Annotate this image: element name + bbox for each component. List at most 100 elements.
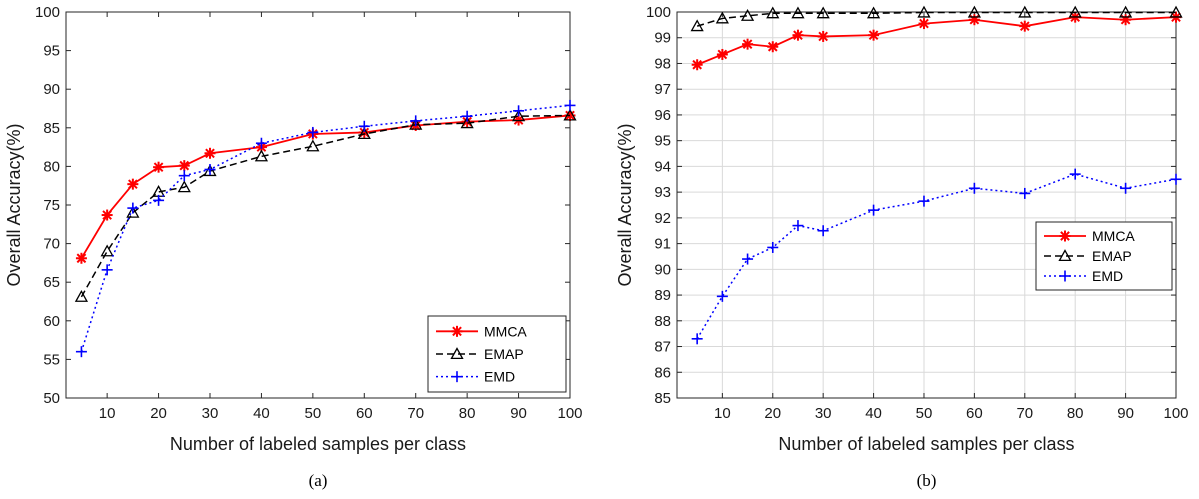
- legend: MMCA EMAP EMD: [427, 315, 567, 393]
- legend-label-emap: EMAP: [484, 346, 524, 362]
- y-tick-label: 86: [654, 364, 671, 381]
- legend-label-emd: EMD: [484, 369, 515, 385]
- series-emd: [75, 99, 576, 358]
- x-tick-label: 100: [557, 405, 582, 422]
- series-line-mmca: [696, 16, 1177, 66]
- y-tick-label: 89: [654, 287, 671, 304]
- y-tick-label: 90: [654, 261, 671, 278]
- y-tick-label: 95: [43, 43, 60, 60]
- data-point-mmca: [742, 38, 754, 50]
- y-axis-label: Overall Accuracy(%): [615, 123, 635, 286]
- legend-label-emd: EMD: [1092, 268, 1123, 284]
- data-point-emd: [918, 195, 930, 207]
- data-point-emap: [409, 117, 423, 130]
- x-tick-label: 30: [815, 405, 832, 422]
- data-point-emd: [1019, 187, 1031, 199]
- legend-label-emap: EMAP: [1092, 248, 1132, 264]
- data-point-emd: [742, 253, 754, 265]
- y-tick-label: 55: [43, 351, 60, 368]
- data-point-mmca: [75, 252, 87, 264]
- data-point-emd: [513, 105, 525, 117]
- y-tick-label: 91: [654, 236, 671, 253]
- x-tick-label: 40: [865, 405, 882, 422]
- grid: [677, 11, 1177, 399]
- subfigure-caption: (a): [309, 471, 328, 490]
- data-point-mmca: [691, 59, 703, 71]
- data-point-mmca: [1019, 20, 1031, 32]
- data-point-emap: [126, 205, 140, 218]
- data-point-mmca: [716, 48, 728, 60]
- subfigure-caption: (b): [917, 471, 937, 490]
- data-point-emap: [254, 149, 269, 162]
- data-point-emap: [511, 109, 526, 122]
- x-tick-label: 50: [916, 405, 933, 422]
- data-point-emap: [460, 116, 474, 129]
- data-point-emd: [792, 220, 804, 232]
- data-point-emd: [691, 333, 703, 345]
- x-tick-label: 80: [1067, 405, 1084, 422]
- data-point-emd: [410, 115, 422, 127]
- x-axis-label: Number of labeled samples per class: [170, 434, 466, 454]
- data-point-mmca: [868, 29, 880, 41]
- data-point-mmca: [153, 161, 165, 173]
- data-point-emd: [178, 170, 190, 182]
- data-point-emd: [358, 120, 370, 132]
- plot-frame: [676, 11, 1177, 399]
- x-tick-label: 50: [305, 405, 322, 422]
- x-tick-label: 20: [150, 405, 167, 422]
- legend-marker-mmca: [451, 325, 463, 337]
- data-point-emap: [791, 6, 805, 19]
- legend-label-mmca: MMCA: [1092, 228, 1135, 244]
- x-tick-label: 80: [459, 405, 476, 422]
- y-tick-label: 92: [654, 210, 671, 227]
- data-point-emd: [461, 110, 473, 122]
- data-point-emap: [1018, 5, 1032, 18]
- legend-marker-mmca: [1059, 230, 1071, 242]
- data-point-emd: [1069, 168, 1081, 180]
- data-point-emap: [1068, 5, 1082, 18]
- data-point-emd: [817, 225, 829, 237]
- y-tick-label: 97: [654, 81, 671, 98]
- data-point-emap: [866, 6, 881, 19]
- legend-marker-emd: [1059, 270, 1071, 282]
- data-point-emap: [1169, 5, 1183, 18]
- data-point-emd: [101, 264, 113, 276]
- data-point-emd: [307, 126, 319, 138]
- x-tick-label: 60: [966, 405, 983, 422]
- legend-marker-emap: [1058, 249, 1072, 262]
- x-tick-label: 60: [356, 405, 373, 422]
- y-tick-label: 85: [43, 120, 60, 137]
- data-point-emap: [203, 164, 217, 177]
- x-tick-label: 90: [510, 405, 527, 422]
- series-line-mmca: [80, 114, 571, 259]
- y-tick-label: 100: [35, 4, 60, 21]
- data-point-emd: [868, 204, 880, 216]
- y-tick-label: 93: [654, 184, 671, 201]
- data-point-mmca: [101, 209, 113, 221]
- y-tick-label: 99: [654, 30, 671, 47]
- data-point-emd: [1120, 182, 1132, 194]
- series-mmca: [75, 109, 576, 264]
- chart-a: 50 55 60 65 70 75 80 85 90 95 100 10 20 30 40 50 60 70 80 9…: [4, 4, 583, 490]
- data-point-emd: [204, 163, 216, 175]
- data-point-emd: [255, 137, 267, 149]
- x-tick-label: 90: [1117, 405, 1134, 422]
- x-axis-label: Number of labeled samples per class: [778, 434, 1074, 454]
- y-axis-label: Overall Accuracy(%): [4, 123, 24, 286]
- y-tick-label: 98: [654, 55, 671, 72]
- data-point-emap: [1118, 5, 1133, 18]
- data-point-emap: [715, 11, 729, 24]
- series-mmca: [691, 11, 1182, 71]
- y-tick-label: 75: [43, 197, 60, 214]
- y-tick-label: 94: [654, 158, 671, 175]
- x-tick-label: 20: [764, 405, 781, 422]
- x-tick-label: 100: [1163, 405, 1188, 422]
- x-tick-label: 70: [407, 405, 424, 422]
- data-point-mmca: [817, 30, 829, 42]
- data-point-emap: [766, 6, 780, 19]
- series-emap: [690, 5, 1183, 32]
- y-tick-label: 50: [43, 390, 60, 407]
- data-point-emd: [127, 202, 139, 214]
- x-tick-label: 10: [99, 405, 116, 422]
- y-tick-label: 70: [43, 236, 60, 253]
